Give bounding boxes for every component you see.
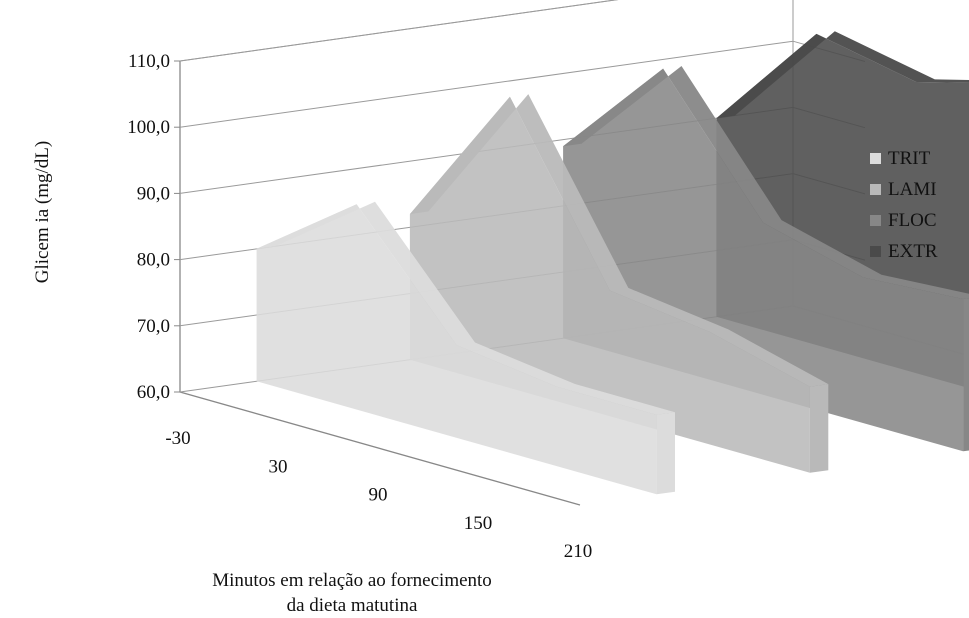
x-tick-label: -30 — [165, 428, 190, 449]
series-side-edge — [656, 412, 675, 495]
series-layer — [256, 31, 969, 495]
legend-label: TRIT — [888, 148, 931, 169]
y-tick-label: 110,0 — [128, 51, 170, 72]
series-top-edge — [716, 31, 969, 119]
gridline — [179, 0, 619, 62]
series-trit — [256, 201, 675, 495]
y-tick-label: 90,0 — [137, 183, 170, 204]
x-tick-label: 90 — [369, 485, 388, 506]
series-side-edge — [963, 298, 969, 452]
y-tick-label: 80,0 — [137, 250, 170, 271]
y-tick-label: 70,0 — [137, 316, 170, 337]
legend-label: FLOC — [888, 210, 937, 231]
y-tick-label: 60,0 — [137, 382, 170, 403]
series-side-edge — [809, 384, 829, 473]
legend-swatch — [870, 246, 881, 257]
y-axis-ticks: 60,0 70,0 80,0 90,0 100,0 110,0 — [127, 51, 180, 403]
legend-swatch — [870, 153, 881, 164]
legend-label: EXTR — [888, 241, 938, 262]
x-axis-title-line1: Minutos em relação ao fornecimento — [212, 570, 492, 591]
legend-swatch — [870, 184, 881, 195]
x-tick-label: 30 — [269, 456, 288, 477]
series-area — [256, 204, 657, 495]
y-axis-title: Glicem ia (mg/dL) — [32, 141, 53, 283]
legend: TRIT LAMI FLOC EXTR — [870, 148, 938, 262]
legend-label: LAMI — [888, 179, 937, 200]
x-axis-ticks: -30 30 90 150 210 — [165, 428, 592, 562]
legend-swatch — [870, 215, 881, 226]
x-tick-label: 210 — [564, 541, 593, 562]
x-axis-title-line2: da dieta matutina — [287, 595, 418, 616]
x-tick-label: 150 — [464, 513, 493, 534]
y-tick-label: 100,0 — [127, 117, 170, 138]
